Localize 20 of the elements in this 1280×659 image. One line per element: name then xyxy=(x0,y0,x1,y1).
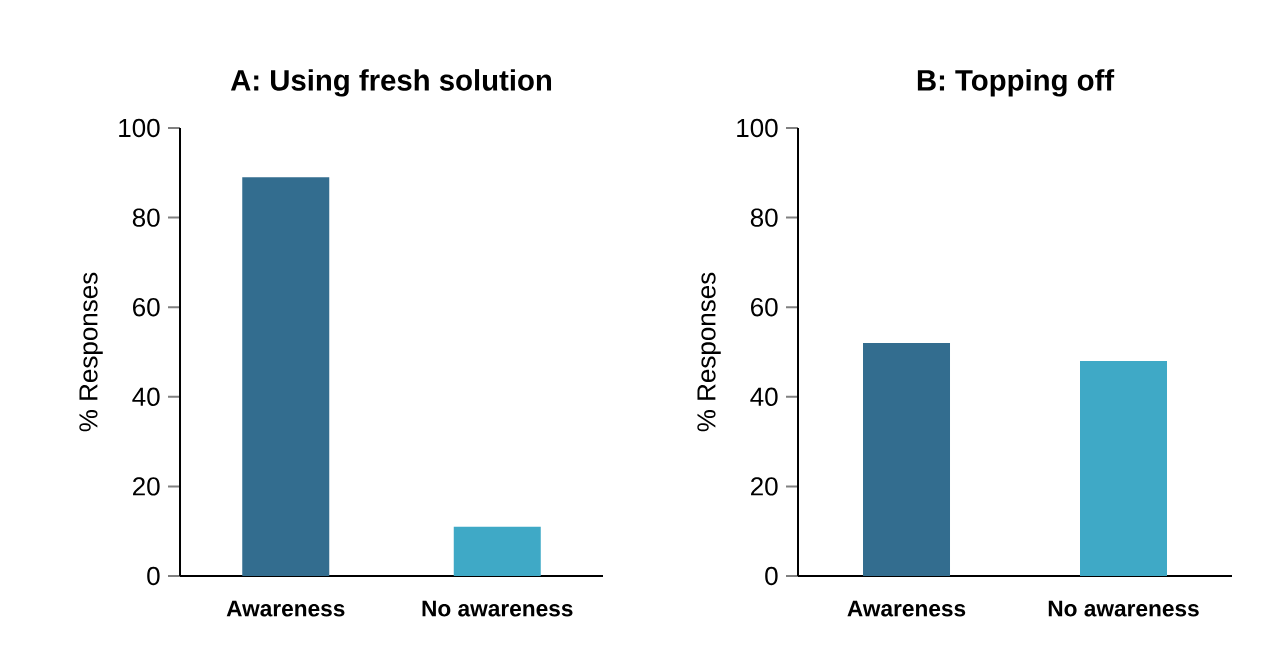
y-tick-label: 80 xyxy=(750,208,778,227)
x-tick-label: Awareness xyxy=(847,600,966,617)
chart-title: B: Topping off xyxy=(917,69,1115,97)
y-tick-label: 100 xyxy=(119,118,160,138)
y-axis-title: % Responses xyxy=(697,272,721,432)
y-tick-label: 100 xyxy=(737,118,778,138)
y-axis-title: % Responses xyxy=(79,272,103,432)
y-tick-label: 60 xyxy=(751,297,778,317)
x-tick-label: No awareness xyxy=(1048,600,1199,617)
y-tick-label: 60 xyxy=(133,297,160,317)
y-tick-label: 20 xyxy=(133,477,160,496)
y-tick-label: 80 xyxy=(132,208,160,227)
y-tick-label: 20 xyxy=(751,477,778,496)
y-tick-label: 40 xyxy=(132,387,160,406)
y-tick-label: 0 xyxy=(147,566,160,586)
y-tick-label: 0 xyxy=(765,566,778,586)
x-tick-label: No awareness xyxy=(422,600,573,617)
x-tick-label: Awareness xyxy=(226,600,345,617)
chart-title: A: Using fresh solution xyxy=(230,69,552,97)
y-tick-label: 40 xyxy=(750,387,778,406)
